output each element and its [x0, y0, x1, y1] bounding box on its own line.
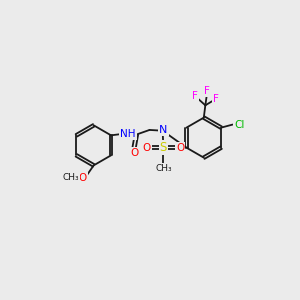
Text: F: F: [192, 91, 197, 101]
Text: F: F: [213, 94, 219, 104]
Text: Cl: Cl: [234, 119, 245, 130]
Text: NH: NH: [120, 129, 136, 139]
Text: S: S: [160, 141, 167, 154]
Text: O: O: [131, 148, 139, 158]
Text: O: O: [176, 143, 184, 153]
Text: CH₃: CH₃: [155, 164, 172, 173]
Text: CH₃: CH₃: [62, 173, 79, 182]
Text: N: N: [159, 125, 168, 135]
Text: O: O: [142, 143, 151, 153]
Text: O: O: [79, 173, 87, 183]
Text: F: F: [204, 86, 210, 96]
